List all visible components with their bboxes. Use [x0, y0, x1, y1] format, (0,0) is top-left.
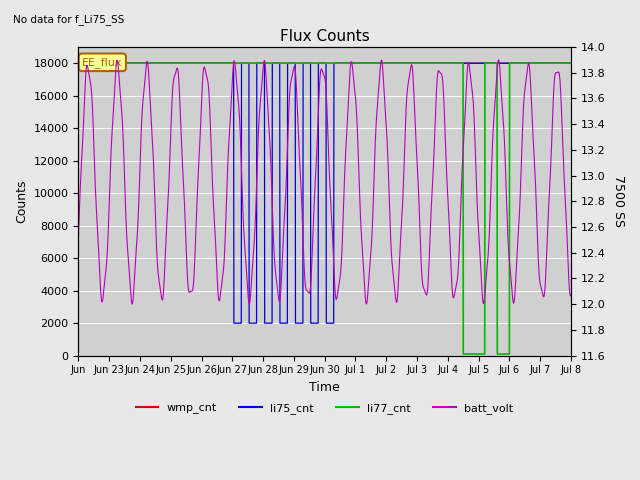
Text: No data for f_Li75_SS: No data for f_Li75_SS — [13, 14, 124, 25]
Legend: wmp_cnt, li75_cnt, li77_cnt, batt_volt: wmp_cnt, li75_cnt, li77_cnt, batt_volt — [131, 398, 518, 418]
X-axis label: Time: Time — [309, 381, 340, 394]
Text: EE_flux: EE_flux — [82, 57, 123, 68]
Title: Flux Counts: Flux Counts — [280, 29, 369, 44]
Y-axis label: 7500 SS: 7500 SS — [612, 175, 625, 228]
Y-axis label: Counts: Counts — [15, 180, 28, 223]
